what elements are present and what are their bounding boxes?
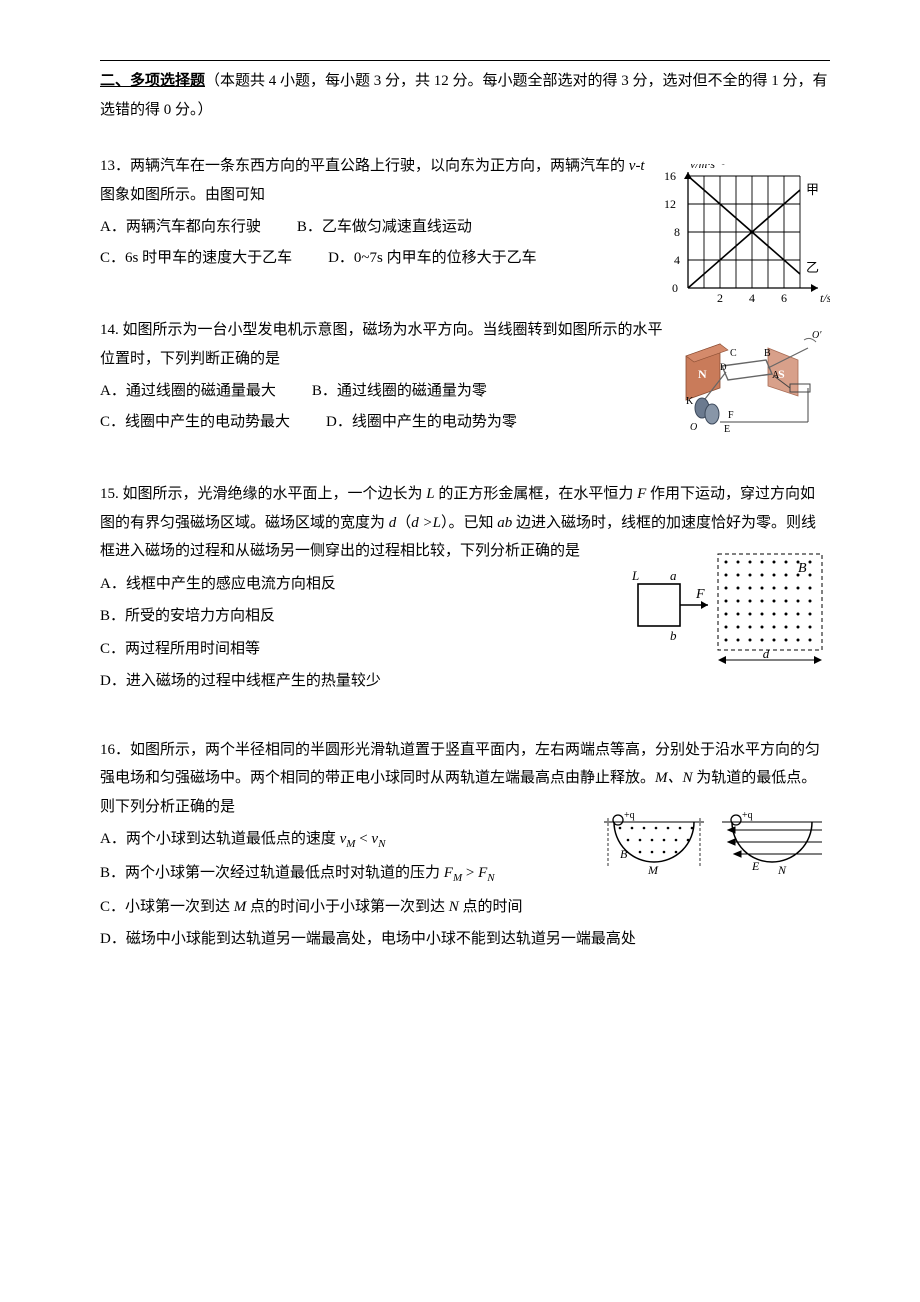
q16-optA: A．两个小球到达轨道最低点的速度 vM < vN [100, 825, 610, 855]
svg-text:0: 0 [672, 281, 678, 295]
q15-t1: 如图所示，光滑绝缘的水平面上，一个边长为 [123, 486, 427, 502]
q14-num: 14. [100, 322, 123, 338]
q13-jia: 甲 [806, 182, 819, 197]
q16-optD: D．磁场中小球能到达轨道另一端最高处，电场中小球不能到达轨道另一端最高处 [100, 925, 610, 954]
q15-F: F [637, 486, 646, 502]
q13-optD: D．0~7s 内甲车的位移大于乙车 [328, 244, 537, 273]
q14-optB: B．通过线圈的磁通量为零 [312, 377, 487, 406]
svg-text:A: A [772, 370, 780, 381]
svg-text:N: N [698, 367, 707, 381]
svg-text:E: E [751, 859, 760, 873]
svg-text:b: b [670, 628, 677, 643]
q14-optC: C．线圈中产生的电动势最大 [100, 408, 290, 437]
question-14: 14. 如图所示为一台小型发电机示意图，磁场为水平方向。当线圈转到如图所示的水平… [100, 316, 830, 436]
q15-t2: 的正方形金属框，在水平恒力 [435, 486, 638, 502]
q13-figure: 0 2 4 6 4 8 12 16 t/s v/m·s⁻¹ 甲 乙 [660, 164, 830, 309]
svg-text:F: F [695, 587, 705, 602]
svg-text:E: E [724, 424, 730, 435]
svg-text:6: 6 [781, 291, 787, 305]
question-16: 16．如图所示，两个半径相同的半圆形光滑轨道置于竖直平面内，左右两端点等高，分别… [100, 736, 830, 954]
q16-stem: 16．如图所示，两个半径相同的半圆形光滑轨道置于竖直平面内，左右两端点等高，分别… [100, 736, 830, 822]
svg-text:O′: O′ [812, 330, 822, 341]
q15-optB: B．所受的安培力方向相反 [100, 602, 630, 631]
q15-t4: （ [396, 515, 411, 531]
svg-text:+q: +q [624, 812, 635, 821]
svg-text:O: O [690, 422, 697, 433]
section-desc: （本题共 4 小题，每小题 3 分，共 12 分。每小题全部选对的得 3 分，选… [100, 73, 828, 118]
q14-optD: D．线圈中产生的电动势为零 [326, 408, 517, 437]
svg-text:B: B [620, 847, 628, 861]
section-title: 二、多项选择题 [100, 73, 205, 89]
q16-figure: +q B M +q E N [600, 812, 830, 882]
q15-figure: L a b F B d [630, 550, 830, 670]
svg-text:16: 16 [664, 169, 676, 183]
svg-text:D: D [720, 362, 727, 372]
svg-text:12: 12 [664, 197, 676, 211]
q16-MN: M、N [655, 770, 693, 786]
svg-text:K: K [686, 396, 694, 407]
q16-num: 16． [100, 742, 130, 758]
svg-text:C: C [730, 348, 737, 359]
question-15: 15. 如图所示，光滑绝缘的水平面上，一个边长为 L 的正方形金属框，在水平恒力… [100, 480, 830, 696]
section-header: 二、多项选择题（本题共 4 小题，每小题 3 分，共 12 分。每小题全部选对的… [100, 60, 830, 124]
q16-optB: B．两个小球第一次经过轨道最低点时对轨道的压力 FM > FN [100, 859, 610, 889]
svg-text:N: N [777, 863, 787, 877]
svg-text:d: d [763, 646, 770, 661]
svg-text:8: 8 [674, 225, 680, 239]
q13-optB: B．乙车做匀减速直线运动 [297, 213, 472, 242]
svg-text:L: L [631, 568, 639, 583]
q13-t2: 图象如图所示。由图可知 [100, 187, 265, 203]
q13-vt: v-t [629, 158, 645, 174]
q15-ineq: d >L [411, 515, 441, 531]
q15-optD: D．进入磁场的过程中线框产生的热量较少 [100, 667, 630, 696]
q15-t5: ）。已知 [441, 515, 497, 531]
q13-num: 13． [100, 158, 130, 174]
q13-xlabel: t/s [820, 291, 830, 305]
q13-optC: C．6s 时甲车的速度大于乙车 [100, 244, 292, 273]
q14-optA: A．通过线圈的磁通量最大 [100, 377, 276, 406]
q14-figure: N S C D B A K F E [680, 326, 830, 436]
q15-L: L [426, 486, 434, 502]
svg-text:2: 2 [717, 291, 723, 305]
svg-text:+q: +q [742, 812, 753, 821]
q15-num: 15. [100, 486, 123, 502]
question-13: 13．两辆汽车在一条东西方向的平直公路上行驶，以向东为正方向，两辆汽车的 v-t… [100, 152, 830, 272]
q15-optA: A．线框中产生的感应电流方向相反 [100, 570, 630, 599]
svg-text:4: 4 [749, 291, 755, 305]
q13-ylabel: v/m·s⁻¹ [690, 164, 725, 171]
q13-t1: 两辆汽车在一条东西方向的平直公路上行驶，以向东为正方向，两辆汽车的 [130, 158, 629, 174]
svg-text:F: F [728, 410, 734, 421]
q13-optA: A．两辆汽车都向东行驶 [100, 213, 261, 242]
svg-text:4: 4 [674, 253, 680, 267]
svg-text:a: a [670, 568, 677, 583]
q16-optC: C．小球第一次到达 M 点的时间小于小球第一次到达 N 点的时间 [100, 893, 610, 922]
q15-ab: ab [497, 515, 512, 531]
svg-text:B: B [798, 561, 807, 576]
q14-text: 如图所示为一台小型发电机示意图，磁场为水平方向。当线圈转到如图所示的水平位置时，… [100, 322, 663, 367]
svg-text:B: B [764, 348, 771, 359]
svg-text:M: M [647, 863, 659, 877]
q13-yi: 乙 [806, 260, 819, 275]
q15-optC: C．两过程所用时间相等 [100, 635, 630, 664]
